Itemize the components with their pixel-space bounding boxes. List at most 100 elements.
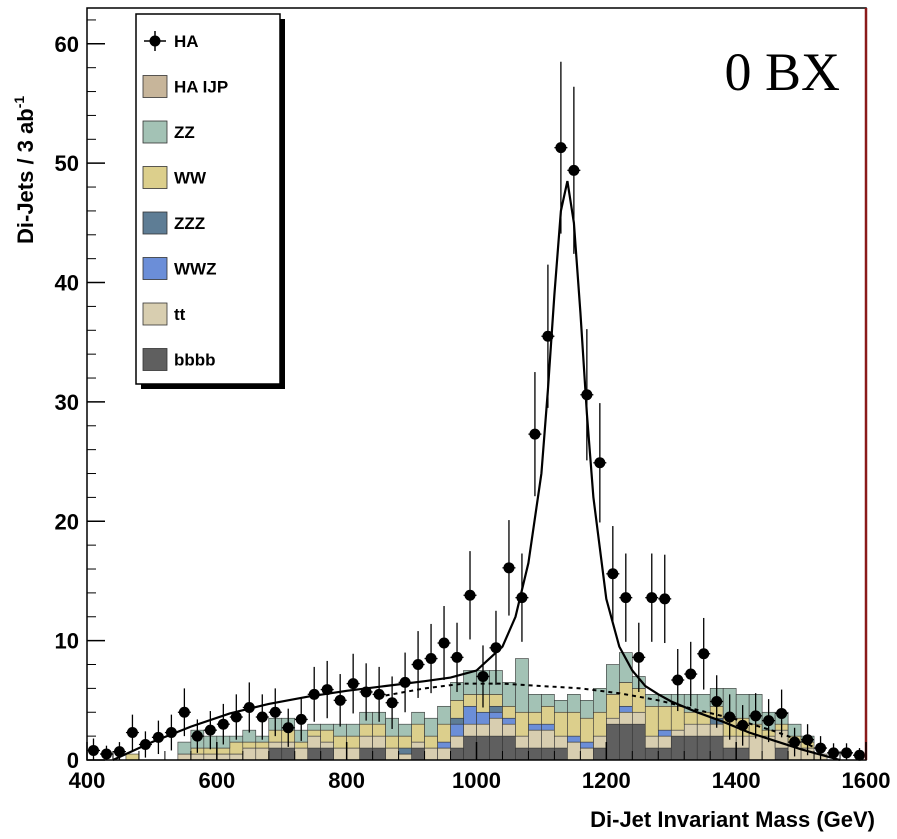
bar-ww [255, 741, 270, 749]
x-tick-label: 600 [198, 768, 235, 793]
data-point [555, 142, 567, 154]
bar-tt [216, 753, 231, 761]
bar-tt [567, 741, 581, 761]
bar-tt [203, 753, 218, 761]
bar-zz [554, 700, 568, 713]
y-tick-label: 0 [67, 748, 79, 773]
bar-ww [528, 711, 542, 725]
bar-bbbb [631, 723, 646, 761]
legend-marker-point [149, 35, 161, 47]
bar-zz [567, 694, 581, 713]
legend-label: bbbb [174, 351, 216, 370]
bar-zz [398, 723, 412, 737]
bar-tt [528, 729, 542, 749]
bar-ww [567, 711, 581, 737]
bar-bbbb [268, 747, 283, 761]
bar-ww [333, 735, 347, 749]
bar-ww [242, 741, 257, 749]
bar-bbbb [502, 735, 516, 761]
bar-ww [541, 705, 555, 725]
bar-bbbb [411, 747, 425, 761]
data-point [321, 684, 333, 696]
bar-zz [411, 711, 425, 725]
data-point [438, 637, 450, 649]
bar-ww [320, 729, 334, 743]
bar-bbbb [709, 735, 724, 761]
bar-tt [476, 723, 490, 737]
data-point [698, 648, 710, 660]
data-point [412, 659, 424, 671]
data-point [711, 696, 723, 708]
bar-bbbb [554, 747, 568, 761]
bar-tt [696, 723, 711, 737]
bar-tt [372, 735, 386, 749]
data-point [139, 738, 151, 750]
data-point [763, 715, 775, 727]
data-point [256, 711, 268, 723]
bar-wwz [463, 705, 477, 725]
data-point [230, 711, 242, 723]
data-point [607, 568, 619, 580]
data-point [633, 651, 645, 663]
bar-wwz [528, 723, 542, 731]
bar-ww [683, 711, 698, 725]
bar-zz [502, 682, 516, 707]
data-point [217, 718, 229, 730]
bar-bbbb [735, 747, 750, 761]
x-tick-label: 1600 [842, 768, 891, 793]
bar-tt [177, 753, 192, 761]
data-point [568, 164, 580, 176]
bar-ww [606, 694, 620, 719]
bar-bbbb [657, 747, 672, 761]
bar-bbbb [606, 723, 620, 761]
data-point [243, 701, 255, 713]
bar-bbbb [463, 735, 477, 761]
bar-bbbb [722, 747, 737, 761]
data-point [269, 706, 281, 718]
legend-swatch [142, 75, 168, 98]
bar-ww [229, 741, 244, 755]
legend-box [135, 13, 281, 385]
bar-zzz [489, 705, 503, 713]
data-point [386, 697, 398, 709]
y-axis-title: Di-Jets / 3 ab-1 [11, 96, 38, 244]
x-tick-label: 800 [328, 768, 365, 793]
x-tick-label: 1000 [452, 768, 501, 793]
data-point [646, 592, 658, 604]
bar-zz [320, 723, 334, 731]
bar-ww [437, 723, 451, 743]
bar-wwz [476, 711, 490, 725]
data-point [854, 749, 866, 761]
data-point [828, 747, 840, 759]
data-point [204, 724, 216, 736]
bar-zz [593, 688, 607, 713]
legend-label: WWZ [174, 260, 216, 279]
bar-bbbb [515, 747, 529, 761]
data-point [100, 748, 112, 760]
bx-annotation: 0 BX [724, 42, 840, 102]
bar-bbbb [359, 747, 373, 761]
data-point [815, 742, 827, 754]
legend-swatch [142, 257, 168, 280]
bar-wwz [541, 723, 555, 731]
y-axis-title-superscript: -1 [11, 96, 27, 109]
bar-tt [359, 735, 373, 749]
bar-wwz [450, 723, 464, 737]
bar-tt [346, 747, 360, 761]
bar-tt [657, 735, 672, 749]
y-tick-label: 30 [55, 390, 79, 415]
data-point [113, 746, 125, 758]
data-point [542, 330, 554, 342]
y-axis-title-text: Di-Jets / 3 ab [13, 108, 38, 244]
bar-bbbb [541, 747, 555, 761]
legend-swatch [142, 211, 168, 235]
x-tick-label: 1200 [582, 768, 631, 793]
legend-label: tt [174, 305, 186, 324]
bar-tt [424, 747, 438, 761]
data-point [750, 710, 762, 722]
data-point [373, 688, 385, 700]
y-tick-label: 20 [55, 509, 79, 534]
bar-tt [580, 747, 594, 761]
bar-zz [606, 664, 620, 695]
